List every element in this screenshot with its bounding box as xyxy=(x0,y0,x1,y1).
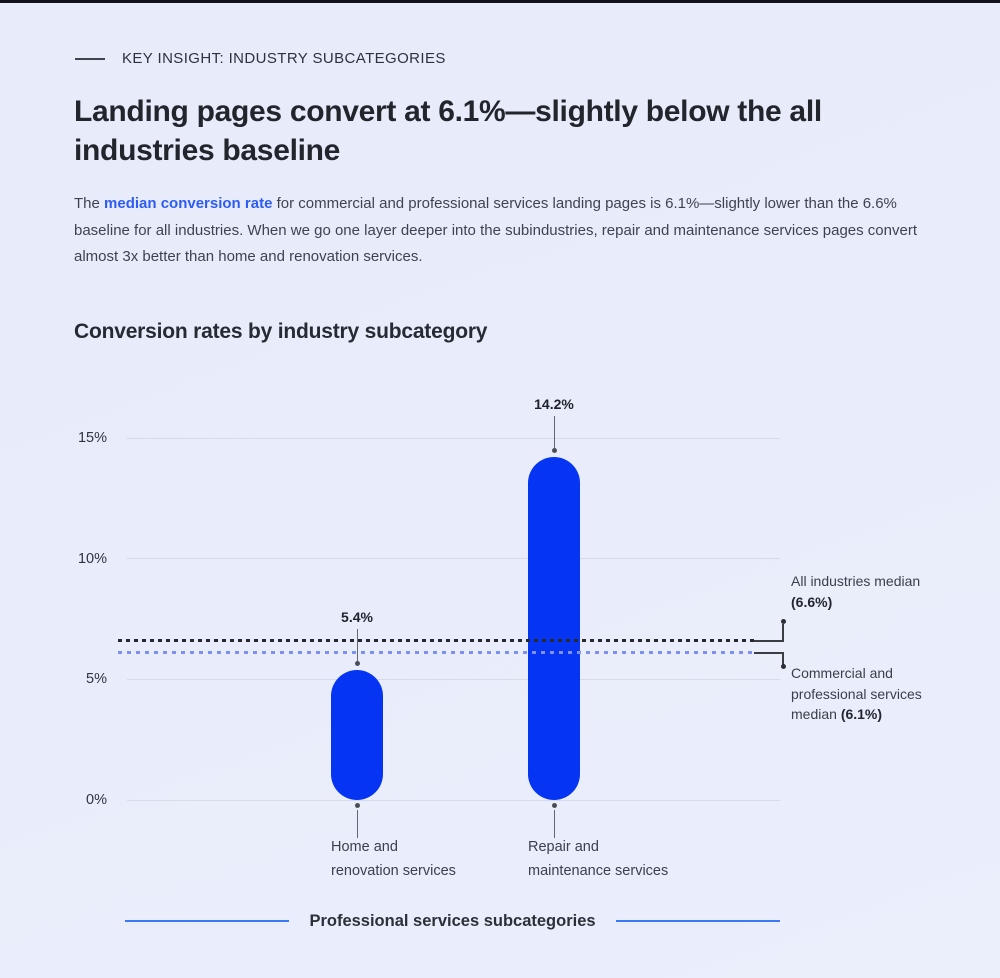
page-title: Landing pages convert at 6.1%—slightly b… xyxy=(74,92,954,170)
x-axis-left-line xyxy=(125,920,290,922)
chart-title: Conversion rates by industry subcategory xyxy=(74,320,488,343)
annotation-all-industries-label: All industries median xyxy=(791,573,921,589)
top-edge-strip xyxy=(0,0,1000,3)
annotation-all-industries: All industries median (6.6%) xyxy=(791,571,920,612)
value-connector-dot xyxy=(354,660,360,666)
all-industries-connector-dot xyxy=(781,618,786,624)
bar-1 xyxy=(331,669,383,800)
value-connector-line xyxy=(356,628,358,661)
commercial-median-connector-dot xyxy=(781,663,786,669)
commercial-median-connector-horizontal xyxy=(754,651,784,654)
category-label-line: maintenance services xyxy=(528,862,669,879)
intro-paragraph: The median conversion rate for commercia… xyxy=(74,191,924,271)
annotation-commercial-line-1: Commercial and xyxy=(791,665,893,681)
category-connector-line xyxy=(553,810,555,838)
annotation-commercial-line-2: professional services xyxy=(791,685,922,702)
y-tick-label: 15% xyxy=(77,430,107,447)
y-tick-label: 5% xyxy=(86,671,107,688)
category-label-line: Repair and xyxy=(528,839,599,855)
commercial-median-connector-vertical xyxy=(782,652,784,665)
title-line-1: Landing pages convert at 6.1%—slightly b… xyxy=(74,95,822,128)
annotation-commercial-median: Commercial and professional services med… xyxy=(791,663,922,725)
annotation-commercial-median-word: median xyxy=(791,706,841,722)
title-line-2: industries baseline xyxy=(74,134,341,167)
eyebrow-label: KEY INSIGHT: INDUSTRY SUBCATEGORIES xyxy=(122,50,446,67)
x-axis-label-group: Professional services subcategories xyxy=(125,908,781,934)
annotation-commercial-value: (6.1%) xyxy=(840,706,883,722)
intro-text-pre: The xyxy=(74,195,105,212)
intro-text-post: for commercial and professional services… xyxy=(74,195,917,265)
y-tick-label: 10% xyxy=(77,550,107,567)
bar-2 xyxy=(528,457,580,800)
gridline-15% xyxy=(127,437,780,439)
category-label-line: renovation services xyxy=(331,862,456,879)
category-connector-dot xyxy=(354,803,360,808)
y-tick-label: 0% xyxy=(86,792,107,808)
category-connector-dot xyxy=(551,803,557,808)
gridline-10% xyxy=(127,558,780,560)
gridline-0% xyxy=(127,799,780,801)
reference-line-commercial-median xyxy=(118,651,754,655)
x-axis-label: Professional services subcategories xyxy=(309,912,596,930)
annotation-all-industries-value: (6.6%) xyxy=(791,593,833,610)
bar-value-label: 5.4% xyxy=(341,608,373,625)
reference-line-all-industries xyxy=(118,639,754,643)
category-label: Home and renovation services xyxy=(331,836,456,883)
value-connector-line xyxy=(553,416,555,449)
category-label-line: Home and xyxy=(331,839,398,855)
median-conversion-rate-link[interactable]: median conversion rate xyxy=(104,195,273,212)
annotation-commercial-line-3: median (6.1%) xyxy=(791,704,922,725)
category-label: Repair and maintenance services xyxy=(528,836,668,883)
x-axis-right-line xyxy=(615,920,781,922)
all-industries-connector-vertical xyxy=(782,623,784,642)
eyebrow: KEY INSIGHT: INDUSTRY SUBCATEGORIES xyxy=(75,50,446,67)
category-connector-line xyxy=(356,810,358,838)
value-connector-dot xyxy=(551,448,557,454)
gridline-5% xyxy=(127,678,780,680)
bar-value-label: 14.2% xyxy=(534,396,574,413)
eyebrow-dash-line xyxy=(75,57,105,60)
all-industries-connector-horizontal xyxy=(754,639,784,642)
